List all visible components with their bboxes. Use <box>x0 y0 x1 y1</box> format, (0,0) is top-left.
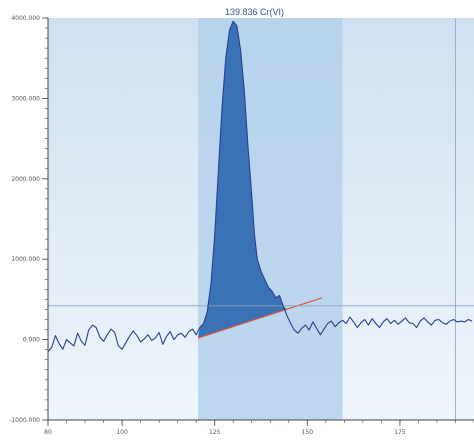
y-tick-label: 1000.000 <box>11 256 40 263</box>
x-tick-label: 80 <box>44 429 52 436</box>
x-tick-label: 125 <box>209 429 221 436</box>
integration-baseline <box>197 297 323 339</box>
y-tick-label: 3000.000 <box>11 95 40 102</box>
peak-area-fill <box>198 21 323 338</box>
y-tick-label: 4000.000 <box>11 15 40 22</box>
y-tick-label: 0.000 <box>23 337 40 344</box>
x-tick-label: 150 <box>302 429 314 436</box>
peak-label: 139.836 Cr(VI) <box>225 7 284 17</box>
x-tick-label: 175 <box>394 429 406 436</box>
signal-trace-line <box>48 20 473 353</box>
y-tick-label: 2000.000 <box>11 176 40 183</box>
y-tick-label: -1000.000 <box>9 417 40 424</box>
x-tick-label: 100 <box>116 429 128 436</box>
